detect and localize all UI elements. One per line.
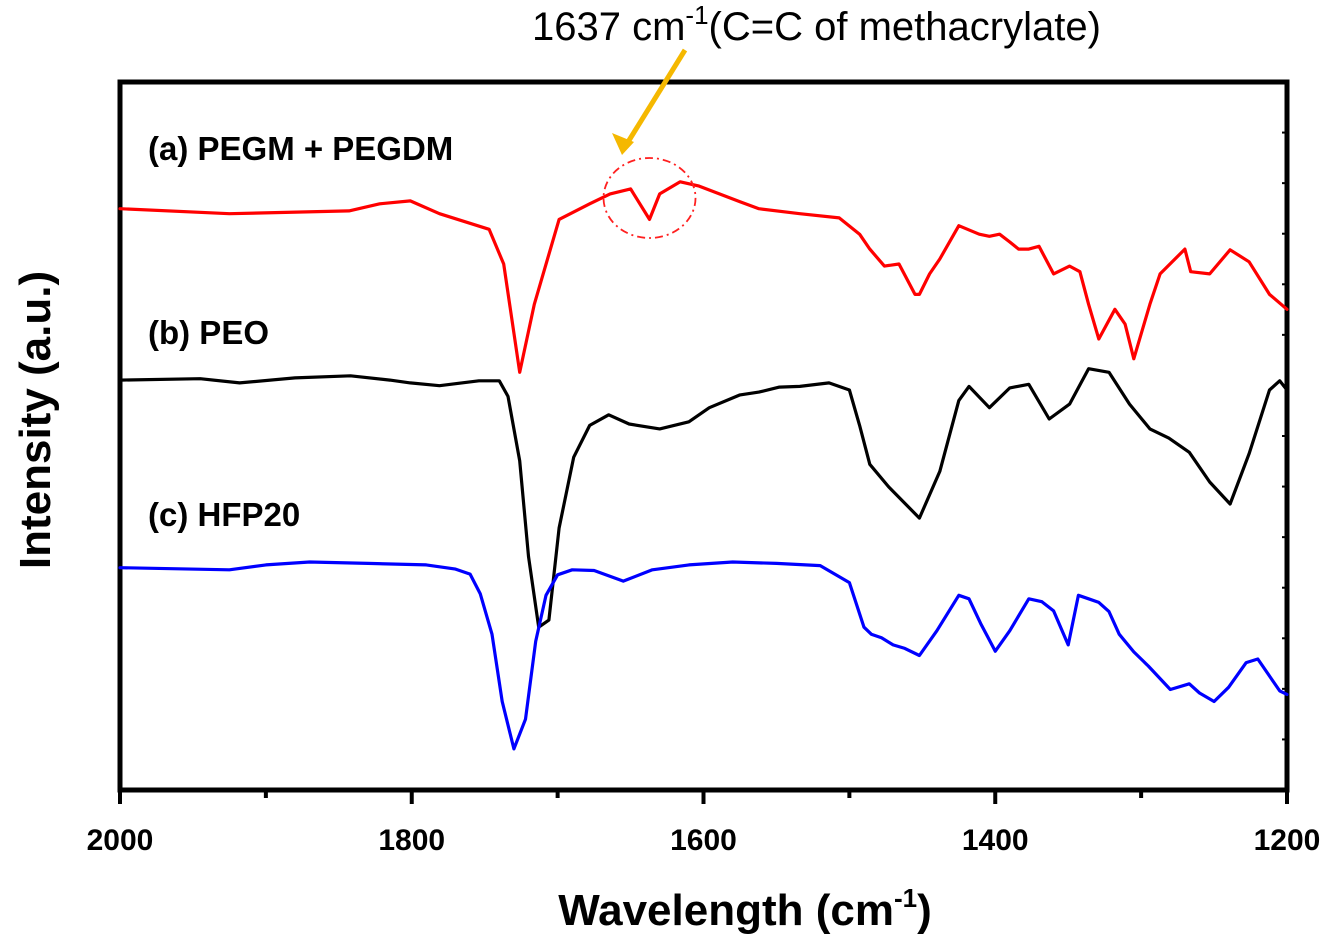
series-line-2 <box>118 367 1289 629</box>
x-axis-ticks <box>118 790 1289 804</box>
series-label-3: (c) HFP20 <box>148 496 300 533</box>
series-lines <box>118 180 1289 751</box>
annotation-circle <box>602 157 697 239</box>
x-tick-label: 1600 <box>670 824 737 857</box>
x-axis-tick-labels: 2000 1800 1600 1400 1200 <box>87 824 1321 857</box>
series-labels: (a) PEGM + PEGDM (b) PEO (c) HFP20 <box>148 130 453 533</box>
annotation-label: 1637 cm-1(C=C of methacrylate) <box>532 0 1101 49</box>
series-line-1 <box>118 180 1289 374</box>
series-line-3 <box>118 560 1289 751</box>
annotation-arrow <box>625 48 688 144</box>
x-tick-label: 1400 <box>962 824 1029 857</box>
x-tick-label: 1200 <box>1254 824 1321 857</box>
x-tick-label: 2000 <box>87 824 154 857</box>
series-label-2: (b) PEO <box>148 314 269 351</box>
right-axis-ticks <box>1282 131 1287 741</box>
x-tick-label: 1800 <box>378 824 445 857</box>
y-axis-title: Intensity (a.u.) <box>11 271 60 569</box>
series-label-1: (a) PEGM + PEGDM <box>148 130 453 167</box>
annotation-1637: 1637 cm-1(C=C of methacrylate) <box>532 0 1101 239</box>
annotation-arrow-head <box>612 133 634 155</box>
x-axis-title: Wavelength (cm-1) <box>558 883 932 935</box>
